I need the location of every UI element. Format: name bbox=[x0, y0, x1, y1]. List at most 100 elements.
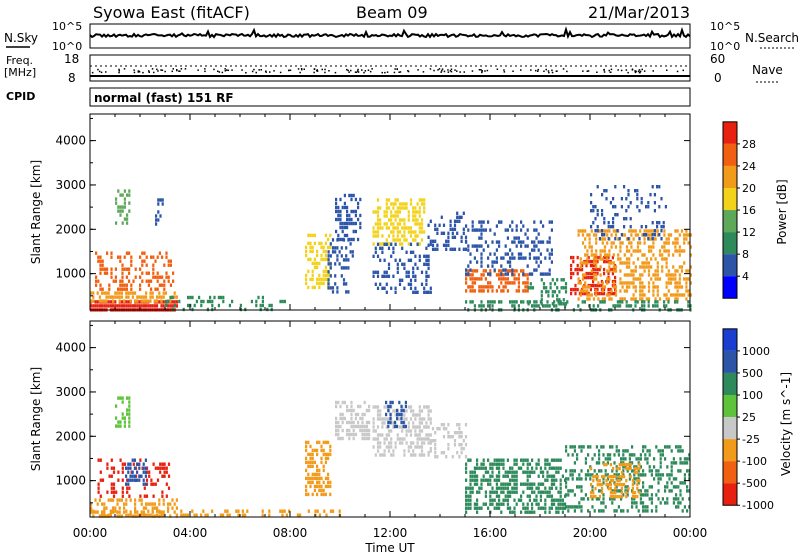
scatter-cell bbox=[609, 201, 612, 205]
scatter-cell bbox=[110, 466, 113, 470]
scatter-cell bbox=[667, 289, 670, 293]
scatter-cell bbox=[596, 291, 599, 296]
scatter-cell bbox=[363, 424, 366, 429]
scatter-cell bbox=[112, 482, 116, 486]
scatter-cell bbox=[151, 304, 154, 308]
scatter-cell bbox=[688, 505, 691, 509]
scatter-cell bbox=[586, 233, 589, 237]
scatter-cell bbox=[110, 255, 113, 259]
scatter-cell bbox=[445, 427, 448, 431]
scatter-cell bbox=[633, 473, 636, 477]
scatter-cell bbox=[392, 274, 395, 278]
scatter-cell bbox=[647, 249, 651, 253]
scatter-cell bbox=[405, 250, 408, 254]
scatter-cell bbox=[425, 405, 428, 409]
scatter-cell bbox=[574, 287, 577, 292]
scatter-cell bbox=[683, 481, 686, 485]
scatter-cell bbox=[614, 482, 617, 487]
scatter-cell bbox=[445, 247, 448, 251]
scatter-cell bbox=[112, 494, 116, 498]
scatter-cell bbox=[630, 269, 633, 273]
scatter-cell bbox=[414, 230, 417, 234]
scatter-cell bbox=[576, 505, 579, 509]
scatter-cell bbox=[268, 303, 271, 308]
scatter-cell bbox=[582, 497, 585, 501]
scatter-cell bbox=[679, 469, 682, 473]
scatter-cell bbox=[118, 498, 121, 502]
scatter-cell bbox=[322, 257, 325, 262]
scatter-cell bbox=[99, 255, 102, 259]
scatter-cell bbox=[431, 439, 435, 443]
scatter-cell bbox=[409, 258, 413, 262]
scatter-cell bbox=[368, 408, 371, 413]
scatter-cell bbox=[592, 253, 596, 257]
scatter-cell bbox=[318, 476, 321, 481]
scatter-cell bbox=[311, 476, 314, 481]
scatter-cell bbox=[178, 299, 181, 304]
scatter-cell bbox=[416, 210, 419, 214]
scatter-cell bbox=[676, 249, 679, 253]
scatter-cell bbox=[599, 249, 602, 253]
scatter-cell bbox=[376, 198, 380, 202]
scatter-cell bbox=[607, 255, 610, 260]
scatter-cell bbox=[453, 443, 457, 447]
scatter-cell bbox=[625, 304, 628, 308]
scatter-cell bbox=[337, 205, 340, 210]
scatter-cell bbox=[129, 474, 132, 478]
scatter-cell bbox=[614, 279, 617, 284]
scatter-cell bbox=[244, 513, 247, 517]
scatter-cell bbox=[595, 265, 598, 269]
scatter-cell bbox=[98, 295, 101, 299]
scatter-cell bbox=[420, 270, 424, 274]
scatter-cell bbox=[211, 509, 214, 513]
scatter-cell bbox=[363, 428, 366, 433]
scatter-cell bbox=[574, 291, 577, 296]
scatter-cell bbox=[610, 233, 613, 237]
nave-dot bbox=[417, 69, 419, 71]
scatter-cell bbox=[653, 201, 656, 205]
scatter-cell bbox=[136, 295, 139, 299]
scatter-cell bbox=[493, 506, 496, 510]
nave-dot bbox=[350, 69, 352, 72]
scatter-cell bbox=[425, 278, 428, 282]
scatter-cell bbox=[442, 451, 446, 455]
scatter-cell bbox=[307, 460, 310, 465]
scatter-cell bbox=[603, 287, 606, 292]
scatter-cell bbox=[623, 233, 626, 237]
scatter-cell bbox=[611, 291, 614, 296]
scatter-cell bbox=[434, 247, 437, 251]
scatter-cell bbox=[670, 473, 673, 477]
scatter-cell bbox=[193, 303, 196, 308]
scatter-cell bbox=[390, 242, 393, 246]
scatter-cell bbox=[392, 409, 395, 413]
scatter-cell bbox=[458, 247, 461, 251]
scatter-cell bbox=[611, 469, 614, 473]
scatter-cell bbox=[601, 213, 604, 217]
scatter-cell bbox=[544, 506, 547, 510]
scatter-cell bbox=[471, 228, 474, 232]
scatter-cell bbox=[387, 424, 390, 429]
scatter-cell bbox=[558, 298, 561, 302]
scatter-cell bbox=[98, 304, 101, 308]
scatter-cell bbox=[132, 279, 135, 283]
scatter-cell bbox=[531, 286, 535, 290]
scatter-cell bbox=[608, 229, 611, 233]
scatter-cell bbox=[612, 253, 615, 257]
scatter-cell bbox=[619, 241, 622, 245]
scatter-cell bbox=[405, 270, 408, 274]
scatter-cell bbox=[674, 269, 677, 273]
scatter-cell bbox=[414, 433, 417, 437]
scatter-cell bbox=[631, 478, 634, 483]
scatter-cell bbox=[372, 445, 375, 449]
colorbar-tick-label: 100 bbox=[742, 389, 763, 402]
scatter-cell bbox=[625, 209, 628, 213]
scatter-cell bbox=[460, 451, 463, 455]
scatter-cell bbox=[346, 225, 349, 230]
scatter-cell bbox=[409, 429, 413, 433]
scatter-cell bbox=[636, 193, 639, 197]
nave-dot bbox=[226, 69, 228, 71]
scatter-cell bbox=[283, 509, 286, 513]
scatter-cell bbox=[601, 193, 604, 197]
scatter-cell bbox=[669, 281, 673, 285]
scatter-cell bbox=[603, 285, 607, 289]
